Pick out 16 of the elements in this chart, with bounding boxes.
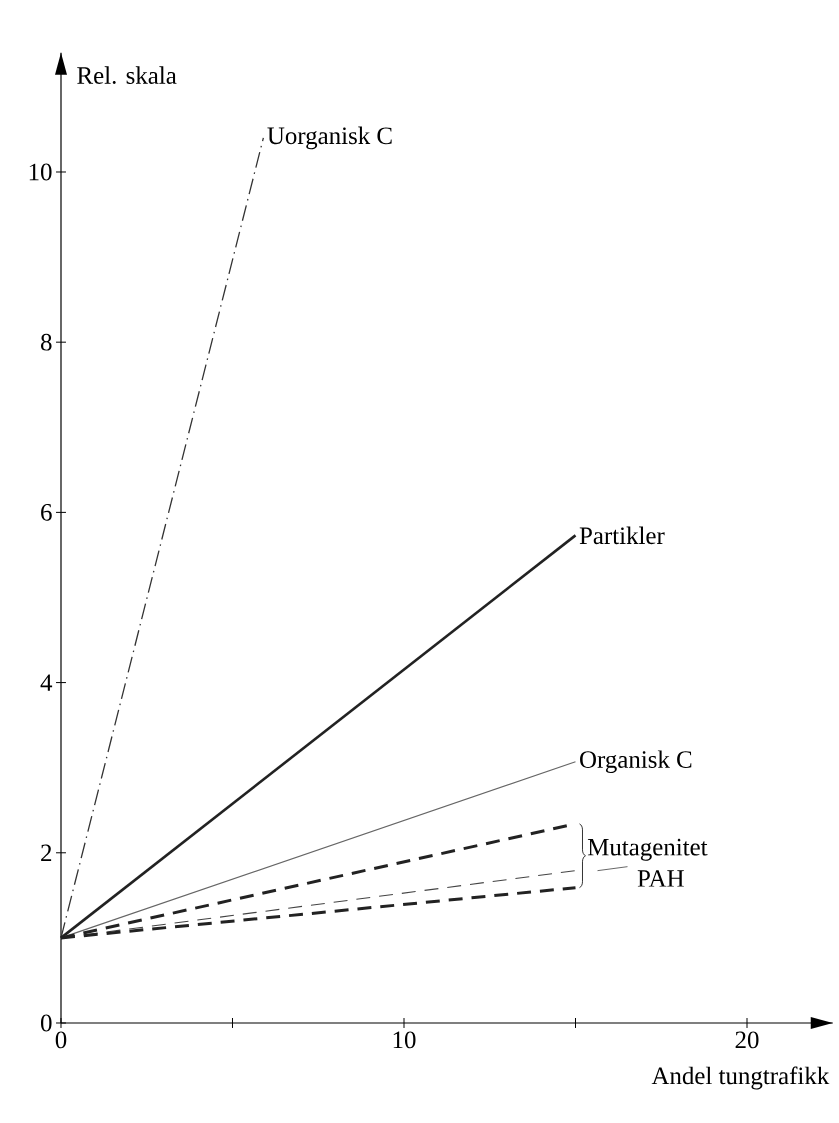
x-tick-label: 0 xyxy=(55,1031,67,1049)
y-axis-title: Rel. skala xyxy=(77,66,177,85)
series-label: Uorganisk C xyxy=(267,126,392,150)
y-tick-label: 0 xyxy=(41,1014,52,1032)
y-tick-label: 2 xyxy=(41,844,52,862)
x-tick-label: 10 xyxy=(393,1031,416,1049)
series-label: Organisk C xyxy=(580,750,692,774)
x-axis-title: Andel tungtrafikk xyxy=(651,1066,830,1090)
y-tick-label: 4 xyxy=(40,674,53,691)
text: PAH xyxy=(637,870,684,887)
series-label: Mutagenitet xyxy=(587,838,708,861)
y-tick-label: 10 xyxy=(29,163,52,181)
y-tick-label: 6 xyxy=(41,504,52,521)
series-label: Partikler xyxy=(579,526,665,545)
x-tick-label: 20 xyxy=(735,1031,759,1049)
y-tick-label: 8 xyxy=(41,333,52,351)
